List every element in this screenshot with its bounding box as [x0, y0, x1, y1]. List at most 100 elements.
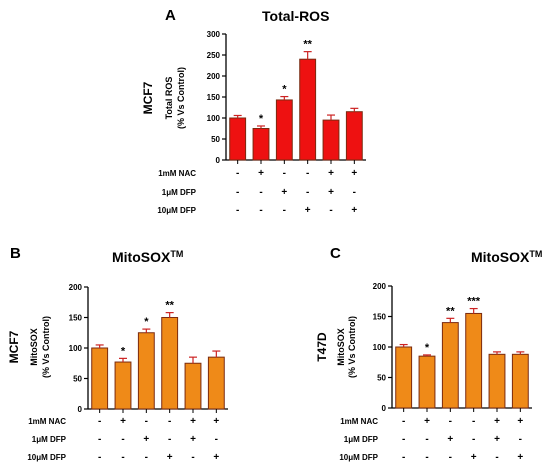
panel-b-treatment-sign: -: [98, 434, 101, 445]
panel-c-significance-label: ***: [467, 296, 481, 308]
panel-b-letter: B: [10, 245, 21, 262]
panel-a-treatment-sign: -: [353, 187, 356, 198]
panel-a-treatment-label: 1μM DFP: [162, 188, 197, 197]
panel-c-ylabel-line2: (% Vs Control): [347, 316, 357, 378]
panel-b-ylabel-line2: (% Vs Control): [41, 316, 51, 378]
panel-c-y-tick-label: 100: [373, 343, 387, 352]
panel-a-bar: [322, 119, 340, 161]
panel-c-letter: C: [330, 245, 341, 262]
panel-c-bar: [418, 355, 436, 409]
panel-c-treatment-sign: -: [472, 434, 475, 445]
panel-b-bar: [207, 356, 225, 410]
panel-b-bar: [137, 332, 155, 410]
panel-a-bar: [299, 58, 317, 161]
panel-a-bar: [252, 128, 270, 161]
panel-a-bar: [345, 111, 363, 161]
panel-a-treatment-label: 10μM DFP: [157, 206, 196, 215]
panel-c-treatment-sign: -: [425, 434, 428, 445]
panel-b-bar: [114, 361, 132, 410]
panel-b-bar: [184, 362, 202, 410]
panel-a-y-tick-label: 50: [211, 135, 220, 144]
panel-b-treatment-sign: -: [168, 416, 171, 427]
panel-c-treatment-sign: +: [494, 416, 500, 427]
panel-b-significance-label: *: [121, 345, 126, 357]
panel-a-ylabel-line1: Total ROS: [164, 77, 174, 120]
panel-a-significance-label: **: [303, 39, 312, 51]
panel-b-treatment-sign: -: [145, 452, 148, 463]
panel-c-ylabel-line1: MitoSOX: [336, 328, 346, 366]
panel-c-treatment-sign: -: [402, 452, 405, 463]
panel-b-treatment-label: 1mM NAC: [28, 417, 66, 426]
panel-a-y-tick-label: 150: [207, 93, 221, 102]
panel-a-y-tick-label: 0: [216, 156, 221, 165]
panel-c-treatment-sign: -: [425, 452, 428, 463]
panel-b-treatment-sign: +: [190, 416, 196, 427]
panel-c-y-tick-label: 150: [373, 313, 387, 322]
panel-b-y-tick-label: 150: [69, 314, 83, 323]
panel-b-y-tick-label: 0: [78, 405, 83, 414]
panel-a-treatment-sign: -: [306, 187, 309, 198]
panel-c-treatment-sign: -: [495, 452, 498, 463]
panel-a-treatment-sign: +: [328, 187, 334, 198]
panel-c-y-tick-label: 0: [382, 404, 387, 413]
panel-a-treatment-sign: +: [305, 205, 311, 216]
panel-c-treatment-label: 1μM DFP: [344, 435, 379, 444]
panel-b-y-tick-label: 50: [73, 375, 82, 384]
panel-b-treatment-sign: +: [190, 434, 196, 445]
panel-b-treatment-sign: +: [213, 452, 219, 463]
panel-a-treatment-sign: -: [283, 168, 286, 179]
panel-a-letter: A: [165, 7, 176, 24]
panel-c-bar: [395, 346, 413, 409]
panel-a-treatment-sign: +: [258, 168, 264, 179]
panel-b-y-tick-label: 200: [69, 283, 83, 292]
panel-b-treatment-sign: -: [121, 452, 124, 463]
panel-a-treatment-sign: +: [351, 168, 357, 179]
panel-c-bar: [488, 353, 506, 409]
panel-a-treatment-sign: -: [259, 187, 262, 198]
panel-b-treatment-sign: +: [167, 452, 173, 463]
panel-c-treatment-label: 1mM NAC: [340, 417, 378, 426]
panel-b-ylabel-line1: MitoSOX: [29, 328, 39, 366]
panel-a-bar: [275, 99, 293, 161]
panel-c-title: MitoSOXTM: [471, 249, 542, 265]
panel-a-treatment-sign: -: [259, 205, 262, 216]
panel-b-treatment-label: 10μM DFP: [27, 453, 66, 462]
panel-b-treatment-sign: +: [213, 416, 219, 427]
panel-c-significance-label: *: [425, 342, 430, 354]
panel-b-treatment-sign: -: [121, 434, 124, 445]
panel-b-treatment-sign: -: [168, 434, 171, 445]
panel-c-treatment-sign: +: [517, 416, 523, 427]
panel-a-significance-label: *: [259, 113, 264, 125]
panel-a-treatment-sign: -: [329, 205, 332, 216]
panel-a-y-tick-label: 300: [207, 30, 221, 39]
panel-b-treatment-sign: +: [143, 434, 149, 445]
panel-c-treatment-sign: -: [449, 452, 452, 463]
panel-b-bar: [161, 317, 179, 410]
panel-c-treatment-label: 10μM DFP: [339, 453, 378, 462]
panel-b-treatment-sign: -: [98, 452, 101, 463]
panel-b-treatment-sign: -: [98, 416, 101, 427]
panel-c-bar: [465, 312, 483, 409]
panel-a-treatment-sign: -: [283, 205, 286, 216]
panel-c-treatment-sign: -: [402, 434, 405, 445]
panel-a-treatment-sign: -: [306, 168, 309, 179]
panel-b-treatment-sign: +: [120, 416, 126, 427]
panel-c-cell-line-label: T47D: [315, 332, 329, 362]
panel-a-significance-label: *: [282, 84, 287, 96]
panel-c-y-tick-label: 50: [377, 374, 386, 383]
panel-a-treatment-sign: -: [236, 168, 239, 179]
panel-a-treatment-sign: +: [281, 187, 287, 198]
panel-b-cell-line-label: MCF7: [7, 330, 21, 363]
panel-c-treatment-sign: +: [424, 416, 430, 427]
panel-c-title-superscript: TM: [529, 249, 542, 259]
panel-a-title: Total-ROS: [262, 8, 329, 24]
panel-a-treatment-sign: +: [351, 205, 357, 216]
panel-a-bar: [229, 117, 247, 161]
panel-a-cell-line-label: MCF7: [141, 81, 155, 114]
panel-c-treatment-sign: +: [517, 452, 523, 463]
panel-c-bar: [441, 322, 459, 409]
panel-c-significance-label: **: [446, 305, 455, 317]
panel-c-treatment-sign: +: [447, 434, 453, 445]
panel-b-title-superscript: TM: [170, 249, 183, 259]
